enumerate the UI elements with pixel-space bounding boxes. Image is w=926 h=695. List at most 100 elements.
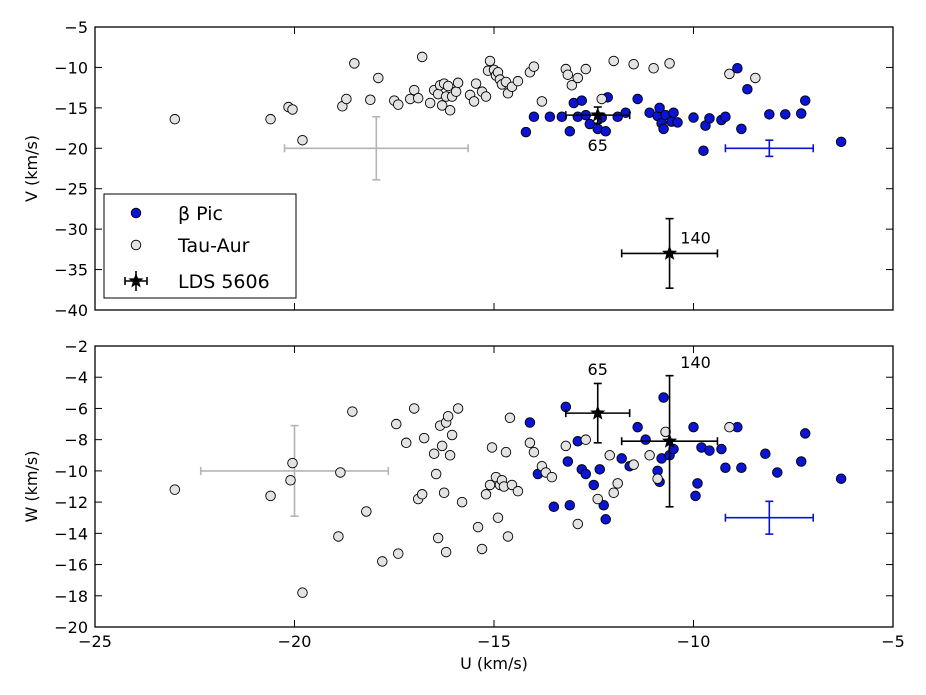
tau-aur-point [408,403,420,414]
beta-pic-point [588,479,600,491]
y-tick-label: −8 [64,431,88,450]
legend: β Pic Tau-Aur LDS 5606 [103,193,297,299]
tau-aur-point [347,406,358,417]
tau-aur-point [604,450,615,461]
tau-aur-point [428,448,440,459]
tau-aur-point [546,471,558,483]
tau-aur-point [335,467,346,478]
beta-pic-point [720,462,731,474]
tau-aur-point [660,426,671,438]
y-tick-label: −25 [54,180,88,199]
tau-aur-point [392,548,404,559]
y-axis-label: V (km/s) [22,135,41,202]
tau-aur-point [652,473,663,484]
beta-pic-point [654,102,665,114]
tau-aur-point [512,485,524,497]
beta-pic-point [688,421,699,433]
lds-5606-star [590,107,606,122]
x-tick-label: −5 [881,632,905,651]
beta-pic-point [688,112,699,123]
tau-aur-point [580,434,592,445]
x-axis-label: U (km/s) [460,654,528,673]
tau-aur-point [484,55,496,67]
tau-aur-point [724,421,735,433]
y-tick-label: −12 [54,493,88,512]
tau-aur-point [432,532,444,544]
tau-aur-point [297,134,308,146]
tau-aur-point [750,72,761,84]
tau-aur-point [528,61,540,72]
legend-tau-aur-marker [130,239,142,251]
tau-aur-point [444,105,456,116]
tau-aur-point [468,96,480,107]
beta-pic-point [576,95,588,106]
beta-pic-point [564,126,576,137]
tau-aur-point [536,96,548,107]
lds-5606-point-label: 140 [680,353,711,372]
beta-pic-point [632,421,643,433]
tau-aur-point [644,450,655,461]
lds-5606-star [590,405,606,420]
y-tick-label: −10 [54,58,88,77]
beta-pic-point [795,108,807,119]
tau-aur-point [562,69,574,80]
tau-aur-point [512,75,524,87]
beta-pic-point [799,95,811,106]
beta-pic-point [704,445,715,456]
x-tick-label: −20 [278,632,312,651]
beta-pic-point [658,392,669,403]
tau-aur-point [287,457,298,469]
tau-aur-point [442,411,454,422]
beta-pic-point [544,111,556,123]
beta-pic-point [835,136,847,148]
tau-aur-point [373,72,384,84]
lds-5606-star [661,245,678,260]
tau-aur-point [392,99,404,110]
y-tick-label: −18 [54,587,88,606]
tau-aur-point [664,58,675,69]
beta-pic-point [720,111,731,123]
y-tick-label: −30 [54,220,88,239]
beta-pic-point [580,468,592,480]
beta-pic-point [690,490,701,502]
beta-pic-point [616,453,627,464]
beta-pic-point [668,107,679,118]
beta-pic-point [732,62,743,74]
tau-aur-point [480,489,492,500]
tau-aur-point [596,93,607,105]
beta-pic-point [528,111,540,123]
beta-pic-point [736,462,747,474]
tau-aur-point [502,531,514,542]
tau-aur-point [169,484,181,495]
beta-pic-point [799,428,811,439]
beta-pic-point [716,443,727,455]
beta-pic-point [692,478,703,489]
tau-aur-point [476,543,488,555]
legend-entry-label: LDS 5606 [178,271,270,293]
y-axis-label: W (km/s) [22,451,41,523]
tau-aur-point [628,58,639,70]
y-tick-label: −14 [54,524,88,543]
tau-aur-point [592,493,603,505]
beta-pic-point [640,434,651,445]
tau-aur-point [524,437,536,449]
legend-entry-label: β Pic [178,203,223,225]
tau-aur-point [424,97,436,109]
beta-pic-point [600,514,611,525]
beta-pic-point [698,145,709,156]
tau-aur-point [297,587,308,598]
tau-aur-point [349,58,360,69]
tau-aur-point [416,489,428,500]
tau-aur-point [446,429,458,441]
y-tick-label: −15 [54,99,88,118]
tau-aur-point [361,506,372,517]
tau-aur-point [430,468,442,480]
tau-aur-point [438,487,450,498]
tau-aur-point [452,403,464,414]
lds-5606-star [661,433,678,448]
tau-aur-point [566,79,578,91]
beta-pic-point [795,456,807,467]
tau-aur-point [452,77,464,89]
beta-pic-point [658,123,669,135]
tau-aur-point [377,556,388,567]
